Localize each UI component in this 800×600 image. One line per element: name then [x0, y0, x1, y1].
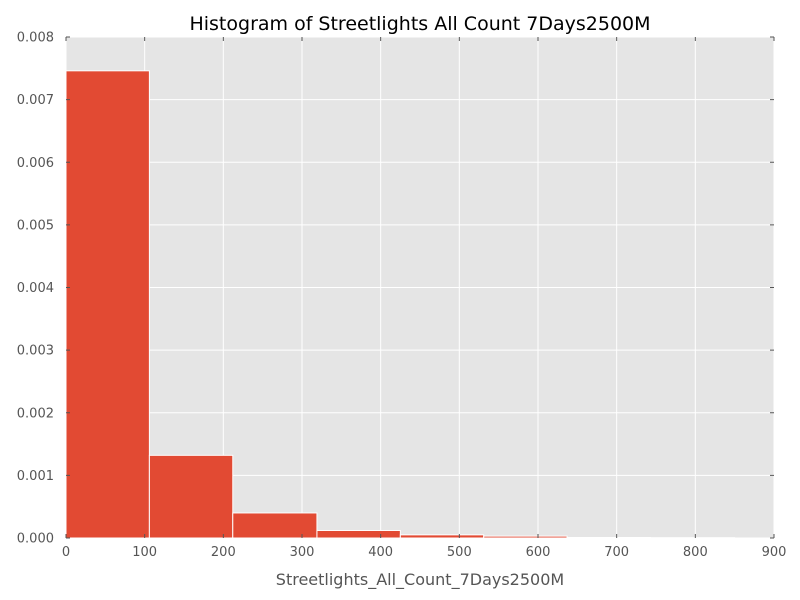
x-tick-label: 300	[290, 545, 315, 560]
y-tick-label: 0.003	[17, 344, 54, 359]
x-tick-label: 0	[62, 545, 70, 560]
x-tick-label: 800	[683, 545, 708, 560]
x-tick-label: 700	[604, 545, 629, 560]
y-tick-label: 0.007	[17, 93, 54, 108]
x-tick-label: 600	[526, 545, 551, 560]
x-tick-label: 100	[132, 545, 157, 560]
x-tick-label: 500	[447, 545, 472, 560]
y-tick-labels: 0.000 0.001 0.002 0.003 0.004 0.005 0.006 0.007…	[17, 31, 54, 547]
axis-ticks	[65, 36, 775, 539]
x-tick-label: 900	[762, 545, 787, 560]
y-tick-label: 0.008	[17, 31, 54, 46]
histogram-bar	[483, 535, 568, 539]
histogram-bar	[148, 454, 234, 539]
y-tick-label: 0.001	[17, 469, 54, 484]
x-tick-label: 200	[211, 545, 236, 560]
y-tick-label: 0.004	[17, 281, 54, 296]
x-axis-label: Streetlights_All_Count_7Days2500M	[276, 570, 564, 590]
histogram-bar	[316, 529, 401, 539]
chart-title: Histogram of Streetlights All Count 7Day…	[189, 13, 650, 35]
histogram-bar	[232, 512, 318, 539]
histogram-bar	[399, 534, 485, 539]
y-tick-label: 0.006	[17, 156, 54, 171]
x-tick-labels: 0 100 200 300 400 500 600 700 800 900	[62, 545, 787, 560]
histogram-bar	[566, 536, 651, 539]
x-tick-label: 400	[368, 545, 393, 560]
bars	[65, 70, 736, 539]
y-tick-label: 0.002	[17, 406, 54, 421]
histogram-bar	[65, 70, 150, 539]
y-tick-label: 0.005	[17, 218, 54, 233]
y-tick-label: 0.000	[17, 532, 54, 547]
